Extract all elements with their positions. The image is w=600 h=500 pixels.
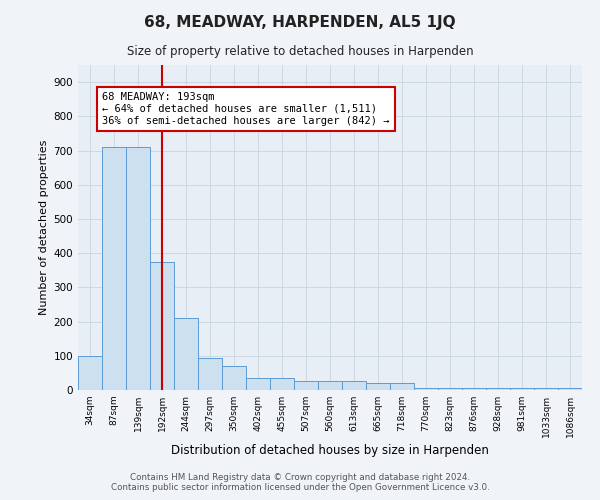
Text: 68 MEADWAY: 193sqm
← 64% of detached houses are smaller (1,511)
36% of semi-deta: 68 MEADWAY: 193sqm ← 64% of detached hou… bbox=[102, 92, 389, 126]
Bar bbox=[534, 388, 558, 390]
Bar bbox=[222, 366, 246, 390]
Bar bbox=[438, 388, 462, 390]
Bar bbox=[510, 388, 534, 390]
Bar bbox=[174, 318, 198, 390]
Bar bbox=[126, 147, 150, 390]
Y-axis label: Number of detached properties: Number of detached properties bbox=[40, 140, 49, 315]
X-axis label: Distribution of detached houses by size in Harpenden: Distribution of detached houses by size … bbox=[171, 444, 489, 457]
Text: 68, MEADWAY, HARPENDEN, AL5 1JQ: 68, MEADWAY, HARPENDEN, AL5 1JQ bbox=[144, 15, 456, 30]
Bar bbox=[414, 388, 438, 390]
Bar bbox=[246, 378, 270, 390]
Bar bbox=[558, 388, 582, 390]
Text: Contains HM Land Registry data © Crown copyright and database right 2024.
Contai: Contains HM Land Registry data © Crown c… bbox=[110, 473, 490, 492]
Bar bbox=[486, 388, 510, 390]
Bar bbox=[318, 382, 342, 390]
Bar bbox=[150, 262, 174, 390]
Bar bbox=[270, 378, 294, 390]
Bar bbox=[366, 383, 390, 390]
Text: Size of property relative to detached houses in Harpenden: Size of property relative to detached ho… bbox=[127, 45, 473, 58]
Bar bbox=[462, 388, 486, 390]
Bar bbox=[342, 382, 366, 390]
Bar bbox=[78, 356, 102, 390]
Bar bbox=[102, 147, 126, 390]
Bar bbox=[294, 382, 318, 390]
Bar bbox=[390, 383, 414, 390]
Bar bbox=[198, 358, 222, 390]
